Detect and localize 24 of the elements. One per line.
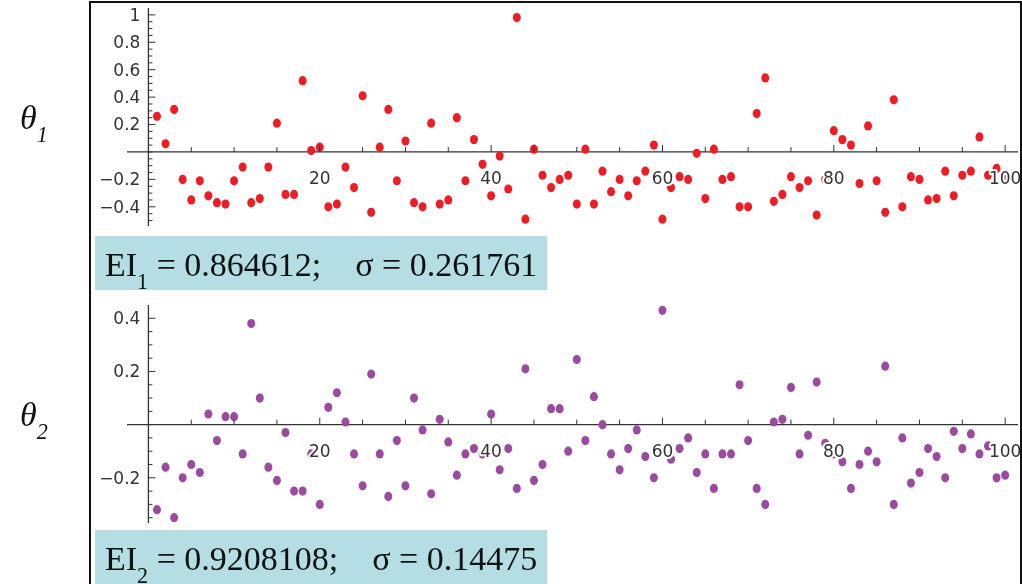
x-tick-label: 80 — [822, 440, 845, 461]
x-tick-label: 100 — [988, 440, 1022, 461]
y-tick-label: −0.2 — [99, 169, 141, 190]
y-tick-label: −0.4 — [99, 196, 141, 217]
y-axis-title: θ$_{2}$ — [20, 396, 48, 444]
y-tick-label: 1 — [129, 4, 141, 25]
y-tick-label: 0.8 — [113, 32, 141, 53]
x-tick-label: 20 — [308, 440, 331, 461]
x-tick-label: 80 — [822, 167, 845, 188]
text: EI$_{2}$ = 0.9208108; σ = 0.14475 — [105, 540, 538, 584]
y-tick-label: 0.2 — [113, 361, 141, 382]
x-tick-label: 40 — [480, 440, 502, 461]
y-tick-label: 0.4 — [113, 308, 141, 329]
x-tick-label: 60 — [651, 167, 674, 188]
x-tick-label: 20 — [308, 167, 331, 188]
y-tick-label: 0.6 — [113, 59, 141, 80]
y-axis-title: θ$_{1}$ — [20, 99, 48, 147]
x-tick-label: 40 — [480, 167, 502, 188]
y-tick-label: 0.2 — [113, 114, 141, 135]
x-tick-label: 100 — [988, 167, 1022, 188]
x-tick-label: 60 — [651, 440, 674, 461]
y-tick-label: −0.2 — [99, 467, 141, 488]
y-tick-label: 0.4 — [113, 87, 141, 108]
text: EI$_{1}$ = 0.864612; σ = 0.261761 — [105, 246, 538, 294]
